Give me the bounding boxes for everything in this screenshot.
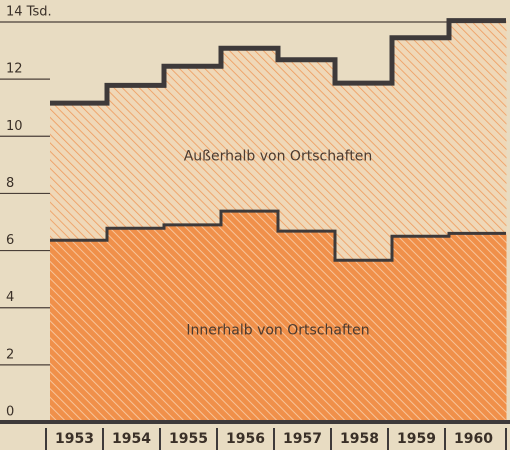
area-segment	[221, 211, 279, 422]
area-segment	[164, 66, 222, 225]
area-segment	[107, 228, 165, 422]
y-tick-label: 6	[6, 233, 14, 248]
y-tick-label: 4	[6, 290, 14, 305]
area-segment	[221, 48, 279, 212]
series-label: Innerhalb von Ortschaften	[186, 323, 369, 339]
area-segment	[278, 59, 336, 232]
y-tick-label: 12	[6, 62, 23, 77]
x-tick-label: 1955	[169, 431, 208, 447]
x-tick-label: 1953	[55, 431, 94, 447]
area-segment	[335, 83, 393, 261]
y-tick-label: 14 Tsd.	[6, 5, 52, 20]
x-tick-label: 1959	[397, 431, 436, 447]
x-tick-label: 1956	[226, 431, 265, 447]
area-segment	[335, 260, 393, 422]
area-segment	[107, 85, 165, 229]
area-segment	[392, 37, 450, 237]
area-segment	[449, 233, 507, 422]
area-segment	[449, 20, 507, 234]
y-tick-label: 8	[6, 176, 14, 191]
y-tick-label: 0	[6, 405, 14, 420]
x-tick-label: 1960	[454, 431, 493, 447]
area-segment	[278, 231, 336, 422]
area-segment	[164, 224, 222, 422]
area-segment	[50, 240, 108, 422]
x-tick-label: 1958	[340, 431, 379, 447]
x-tick-label: 1957	[283, 431, 322, 447]
y-tick-label: 10	[6, 119, 23, 134]
area-segment	[392, 236, 450, 422]
area-segment	[50, 103, 108, 241]
series-label: Außerhalb von Ortschaften	[184, 148, 373, 164]
y-tick-label: 2	[6, 347, 14, 362]
x-tick-label: 1954	[112, 431, 151, 447]
